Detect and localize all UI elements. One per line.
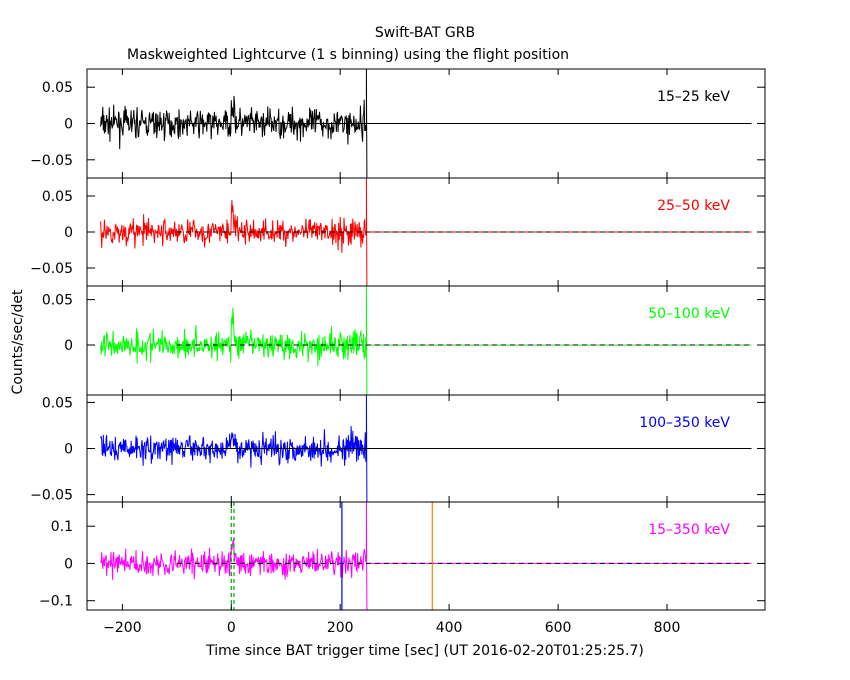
y-axis-label: Counts/sec/det xyxy=(10,289,26,394)
x-axis: −200 0 200 400 600 800 xyxy=(103,620,680,636)
x-tick-label: 200 xyxy=(327,620,354,636)
panel-3: 0 0.05 50–100 keV xyxy=(42,285,766,396)
lightcurve-series xyxy=(100,177,368,287)
panel-2: −0.05 0 0.05 25–50 keV xyxy=(30,177,766,287)
lightcurve-series xyxy=(100,285,368,396)
panel-1: −0.05 0 0.05 15–25 keV xyxy=(30,68,766,179)
chart-title: Swift-BAT GRB xyxy=(375,25,475,41)
y-tick-label: 0 xyxy=(64,338,73,354)
x-tick-label: 0 xyxy=(227,620,236,636)
panel-frame xyxy=(86,285,766,396)
panel-5: −0.1 0 0.1 15–350 keV xyxy=(39,501,766,611)
y-tick-label: 0 xyxy=(64,556,73,572)
chart-subtitle: Maskweighted Lightcurve (1 s binning) us… xyxy=(127,47,569,63)
y-tick-label: 0.05 xyxy=(42,395,73,411)
y-tick-label: 0 xyxy=(64,442,73,458)
band-label: 25–50 keV xyxy=(657,198,730,214)
band-label: 15–25 keV xyxy=(657,89,730,105)
y-tick-label: −0.05 xyxy=(30,488,73,504)
y-tick-label: 0 xyxy=(64,225,73,241)
band-label: 100–350 keV xyxy=(639,415,730,431)
y-tick-label: −0.05 xyxy=(30,261,73,277)
x-tick-label: 600 xyxy=(545,620,572,636)
y-tick-label: −0.1 xyxy=(39,594,73,610)
panel-4: −0.05 0 0.05 100–350 keV xyxy=(30,394,766,504)
band-label: 15–350 keV xyxy=(648,522,730,538)
x-tick-label: 400 xyxy=(436,620,463,636)
y-tick-label: 0.05 xyxy=(42,80,73,96)
panel-frame xyxy=(86,501,766,611)
lightcurve-series xyxy=(100,394,368,503)
y-tick-label: 0.05 xyxy=(42,293,73,309)
y-tick-label: 0 xyxy=(64,117,73,133)
y-tick-label: −0.05 xyxy=(30,153,73,169)
lightcurve-series xyxy=(100,68,368,179)
y-tick-label: 0.1 xyxy=(51,519,73,535)
x-tick-label: −200 xyxy=(103,620,141,636)
y-tick-label: 0.05 xyxy=(42,189,73,205)
x-tick-label: 800 xyxy=(654,620,681,636)
band-label: 50–100 keV xyxy=(648,306,730,322)
x-axis-label: Time since BAT trigger time [sec] (UT 20… xyxy=(205,643,644,659)
